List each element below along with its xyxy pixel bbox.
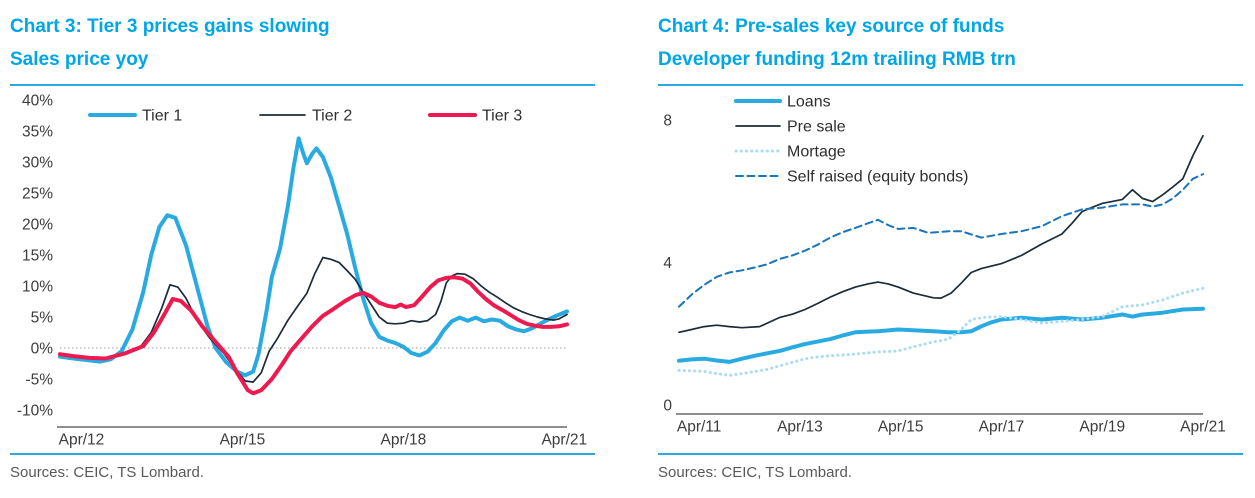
- y-axis-tick-label: 0: [663, 398, 672, 415]
- legend-label-tier-1: Tier 1: [142, 108, 182, 125]
- x-axis-tick-label: Apr/21: [1180, 419, 1226, 436]
- chart4-panel: Chart 4: Pre-sales key source of funds D…: [658, 10, 1243, 481]
- y-axis-tick-label: 15%: [22, 248, 53, 265]
- chart4-subtitle: Developer funding 12m trailing RMB trn: [658, 49, 1016, 70]
- series-line-loans: [677, 306, 1205, 364]
- legend-label-loans: Loans: [787, 94, 831, 111]
- series-line-tier-2: [59, 256, 568, 383]
- y-axis-tick-label: -10%: [17, 403, 53, 420]
- chart3-bottom-rule: [10, 453, 595, 455]
- y-axis-tick-label: 4: [663, 255, 672, 272]
- series-line-pre-sale: [678, 134, 1204, 334]
- chart3-subtitle: Sales price yoy: [10, 49, 149, 70]
- y-axis-tick-label: 5%: [31, 310, 54, 327]
- y-axis-tick-label: 30%: [22, 155, 53, 172]
- series-line-mortage: [677, 286, 1205, 377]
- y-axis-tick-label: 35%: [22, 124, 53, 141]
- y-axis-tick-label: 40%: [22, 93, 53, 110]
- legend-label-pre-sale: Pre sale: [787, 119, 846, 136]
- series-line-self-raised-equity-bonds: [678, 173, 1204, 308]
- x-axis-tick-label: Apr/13: [777, 419, 823, 436]
- legend-label-self-raised-equity-bonds: Self raised (equity bonds): [787, 169, 968, 186]
- x-axis-tick-label: Apr/18: [381, 432, 427, 449]
- x-axis-tick-label: Apr/11: [677, 419, 722, 436]
- x-axis-tick-label: Apr/21: [541, 432, 587, 449]
- chart4-title: Chart 4: Pre-sales key source of funds: [658, 16, 1005, 37]
- sales-price-yoy-chart: 40% 35% 30% 25% 20% 15% 10% 5% 0% -5% -10% Apr/12 Ap…: [17, 93, 587, 449]
- y-axis-tick-label: 8: [663, 113, 672, 130]
- legend-label-mortage: Mortage: [787, 144, 846, 161]
- y-axis-tick-label: 20%: [22, 217, 53, 234]
- chart4-title-divider: [658, 84, 1243, 86]
- y-axis-tick-label: -5%: [25, 372, 53, 389]
- y-axis-tick-label: 10%: [22, 279, 53, 296]
- legend-label-tier-3: Tier 3: [482, 108, 522, 125]
- x-axis-tick-label: Apr/12: [59, 432, 105, 449]
- series-line-tier-1: [58, 136, 569, 378]
- x-axis-tick-label: Apr/15: [878, 419, 924, 436]
- y-axis-tick-label: 25%: [22, 186, 53, 203]
- series-line-tier-3: [58, 275, 569, 396]
- x-axis-tick-label: Apr/19: [1079, 419, 1125, 436]
- legend-label-tier-2: Tier 2: [312, 108, 352, 125]
- y-axis-tick-label: 0%: [31, 341, 54, 358]
- chart4-sources: Sources: CEIC, TS Lombard.: [658, 464, 852, 481]
- chart3-sources: Sources: CEIC, TS Lombard.: [10, 464, 204, 481]
- chart4-bottom-rule: [658, 453, 1243, 455]
- x-axis-tick-label: Apr/15: [220, 432, 266, 449]
- chart3-panel: Chart 3: Tier 3 prices gains slowing Sal…: [10, 10, 595, 481]
- chart3-title-divider: [10, 84, 595, 86]
- chart3-title: Chart 3: Tier 3 prices gains slowing: [10, 16, 330, 37]
- x-axis-tick-label: Apr/17: [979, 419, 1025, 436]
- developer-funding-chart: 8 4 0 Apr/11 Apr/13 Apr/15 Apr/17 Apr/19 Apr/21 L…: [663, 94, 1226, 436]
